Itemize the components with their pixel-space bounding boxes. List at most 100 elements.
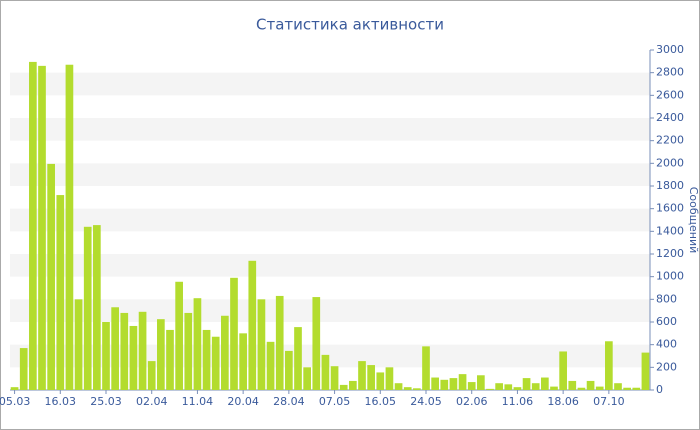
bar [477,375,485,390]
x-tick-label: 16.05 [365,395,397,408]
grid-band [10,163,650,186]
bar [184,312,193,390]
bar [641,352,650,390]
bar [19,348,28,390]
bar [65,64,74,390]
bar [257,299,266,390]
grid-band [10,299,650,322]
x-tick-label: 24.05 [410,395,442,408]
bar [605,341,613,390]
y-tick-label: 200 [656,360,677,373]
x-tick-label: 07.05 [319,395,351,408]
bar [513,387,522,390]
bar [367,365,375,390]
bar [577,387,586,390]
y-tick-label: 2400 [656,111,684,124]
bar [175,281,183,390]
y-tick-label: 2000 [656,156,684,169]
y-tick-label: 1800 [656,179,684,192]
bar [93,225,101,390]
bar [595,386,604,390]
y-tick-label: 0 [656,383,663,396]
x-tick-label: 02.04 [136,395,168,408]
bar [413,388,421,390]
bar [431,377,439,390]
y-tick-label: 400 [656,338,677,351]
bar [312,297,321,390]
bar [266,341,275,390]
x-tick-label: 05.03 [0,395,30,408]
grid-band [10,254,650,277]
bar [358,361,366,390]
x-tick-label: 25.03 [90,395,122,408]
bar [458,374,467,390]
bar [531,383,540,390]
bar [285,350,293,390]
bar [275,295,284,390]
bar [102,322,110,390]
bar [504,384,513,390]
bar [422,346,430,390]
bar [120,312,129,390]
x-tick-label: 11.04 [182,395,214,408]
bar [56,195,65,390]
bar [550,386,558,390]
y-tick-label: 2600 [656,88,684,101]
bar [74,299,83,390]
y-tick-label: 3000 [656,43,684,56]
bar [211,336,220,390]
bar [157,319,165,390]
bar [166,329,174,390]
x-tick-label: 11.06 [502,395,534,408]
bar [541,377,549,390]
y-tick-label: 600 [656,315,677,328]
bar [47,163,55,390]
bar [202,329,211,390]
bar [376,372,385,390]
bar [614,383,622,390]
x-tick-label: 18.06 [547,395,579,408]
x-tick-label: 16.03 [45,395,77,408]
bar [623,387,631,390]
bar [394,383,403,390]
bar [193,298,202,390]
y-tick-label: 1000 [656,270,684,283]
y-tick-label: 1200 [656,247,684,260]
bar [385,367,394,390]
bar [294,327,302,390]
bar [129,325,138,390]
x-tick-label: 07.10 [593,395,625,408]
bar [138,311,147,390]
bar [403,387,412,390]
bar [147,361,156,390]
y-tick-label: 1600 [656,202,684,215]
bar [239,333,247,390]
bar [632,387,641,390]
bar [586,380,595,390]
y-tick-label: 800 [656,292,677,305]
chart-title: Статистика активности [256,16,444,34]
grid-band [10,72,650,96]
bar [330,366,339,390]
y-tick-label: 2800 [656,66,684,79]
bar [440,379,449,390]
grid-band [10,208,650,232]
bar [349,380,357,390]
bar [568,380,577,390]
bar [467,382,476,390]
bar [522,378,531,390]
bar [559,351,567,390]
bar [83,226,92,390]
bar [111,307,119,390]
bar [303,367,311,390]
bar [230,277,238,390]
x-tick-label: 28.04 [273,395,305,408]
y-axis-label: Сообщений [687,187,700,254]
bar [248,260,257,390]
bar [495,383,503,390]
grid-band [10,118,650,141]
x-tick-label: 02.06 [456,395,488,408]
bar [38,65,46,390]
bar [486,388,494,390]
bar [29,61,37,391]
